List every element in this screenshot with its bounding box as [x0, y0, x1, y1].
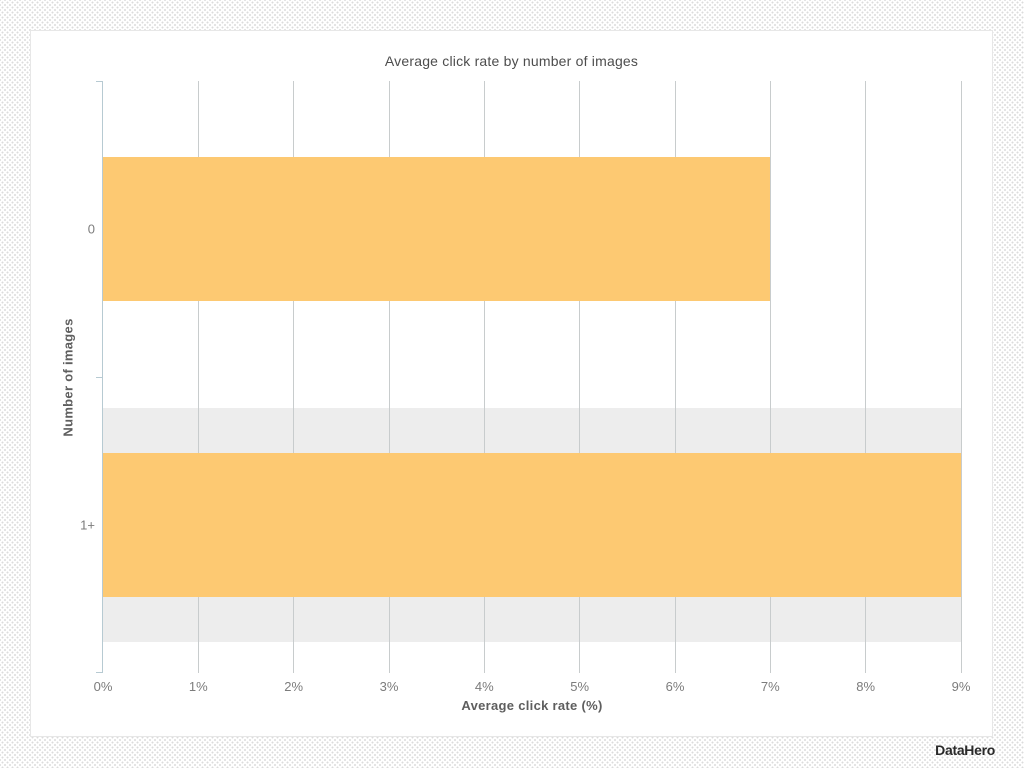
y-axis-tick — [96, 672, 103, 673]
gridline — [865, 81, 867, 673]
y-axis-tick — [96, 377, 103, 378]
gridline — [293, 81, 295, 673]
x-tick-label: 5% — [570, 679, 590, 694]
gridline — [197, 81, 199, 673]
x-axis-title: Average click rate (%) — [461, 698, 603, 713]
x-tick-label: 9% — [951, 679, 971, 694]
x-tick-label: 7% — [760, 679, 780, 694]
plot-area: 0 1+ 0% 1% 2% 3% 4% 5% 6% 7% 8% 9% — [80, 81, 970, 694]
category-label: 1+ — [80, 517, 95, 533]
chart-title: Average click rate by number of images — [384, 53, 639, 69]
x-tick-label: 2% — [284, 679, 304, 694]
gridline — [674, 81, 676, 673]
y-axis-title-text: Number of images — [60, 317, 76, 437]
x-tick-label: 4% — [474, 679, 494, 694]
gridline — [960, 81, 962, 673]
x-tick-label: 0% — [93, 679, 113, 694]
category-label: 0 — [87, 221, 95, 237]
y-axis-title: Number of images — [55, 81, 81, 673]
gridline — [769, 81, 771, 673]
bar-0[interactable] — [103, 157, 771, 301]
y-axis-tick — [96, 81, 103, 82]
x-tick-label: 3% — [379, 679, 399, 694]
x-tick-label: 1% — [188, 679, 208, 694]
gridline — [388, 81, 390, 673]
gridline — [579, 81, 581, 673]
bar-1+[interactable] — [103, 453, 961, 597]
chart-card: Average click rate by number of images N… — [30, 30, 993, 737]
x-tick-label: 8% — [856, 679, 876, 694]
gridline — [483, 81, 485, 673]
x-tick-label: 6% — [665, 679, 685, 694]
datahero-logo: DataHero — [935, 742, 995, 758]
